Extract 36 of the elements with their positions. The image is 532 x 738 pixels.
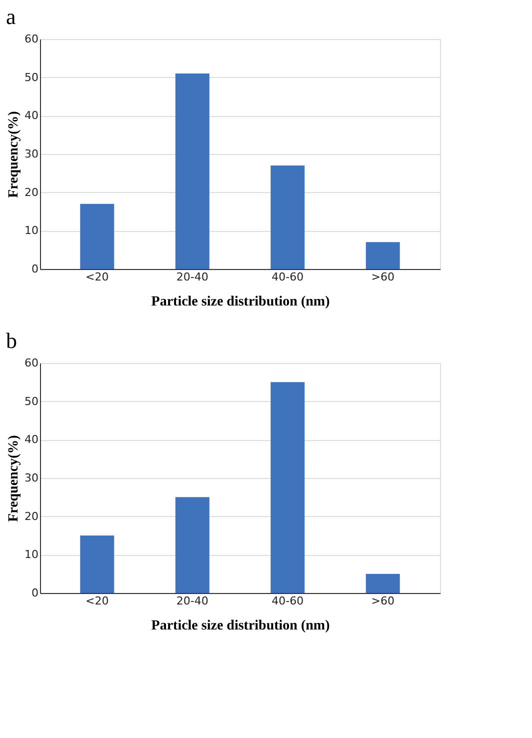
y-axis-title: Frequency(%) [6, 110, 22, 198]
y-tick-label: 20 [24, 510, 38, 523]
y-tick-label: 40 [24, 433, 38, 446]
y-tick-label: 50 [24, 70, 38, 84]
x-axis-title: Particle size distribution (nm) [151, 618, 330, 634]
bar [80, 204, 114, 269]
y-tick-label: 30 [24, 148, 38, 160]
x-tick-label: 40-60 [272, 594, 304, 608]
x-tick-label: <20 [86, 594, 109, 608]
y-tick-label: 10 [24, 548, 38, 562]
x-tick-label: >60 [371, 270, 394, 284]
chart-title: b [6, 328, 18, 353]
y-tick-label: 60 [24, 32, 38, 46]
x-tick-label: <20 [86, 270, 109, 284]
bar [270, 382, 305, 593]
x-axis-title: Particle size distribution (nm) [151, 294, 330, 310]
x-tick-label: 20-40 [176, 594, 208, 608]
x-tick-label: >60 [371, 594, 394, 608]
y-tick-label: 30 [24, 472, 38, 484]
bar [175, 74, 210, 269]
bar [366, 242, 400, 269]
y-tick-label: 60 [24, 356, 38, 370]
y-tick-label: 0 [32, 262, 38, 276]
bar [270, 166, 305, 269]
y-tick-label: 40 [24, 109, 38, 122]
x-tick-label: 40-60 [272, 270, 304, 284]
bar [366, 574, 400, 593]
x-tick-label: 20-40 [176, 270, 208, 284]
y-tick-label: 10 [24, 224, 38, 238]
chart-title: a [6, 4, 16, 29]
y-tick-label: 0 [32, 586, 38, 600]
bar [80, 536, 114, 593]
y-tick-label: 50 [24, 394, 38, 408]
y-axis-title: Frequency(%) [6, 434, 22, 522]
y-tick-label: 20 [24, 186, 38, 199]
bar [175, 497, 210, 593]
